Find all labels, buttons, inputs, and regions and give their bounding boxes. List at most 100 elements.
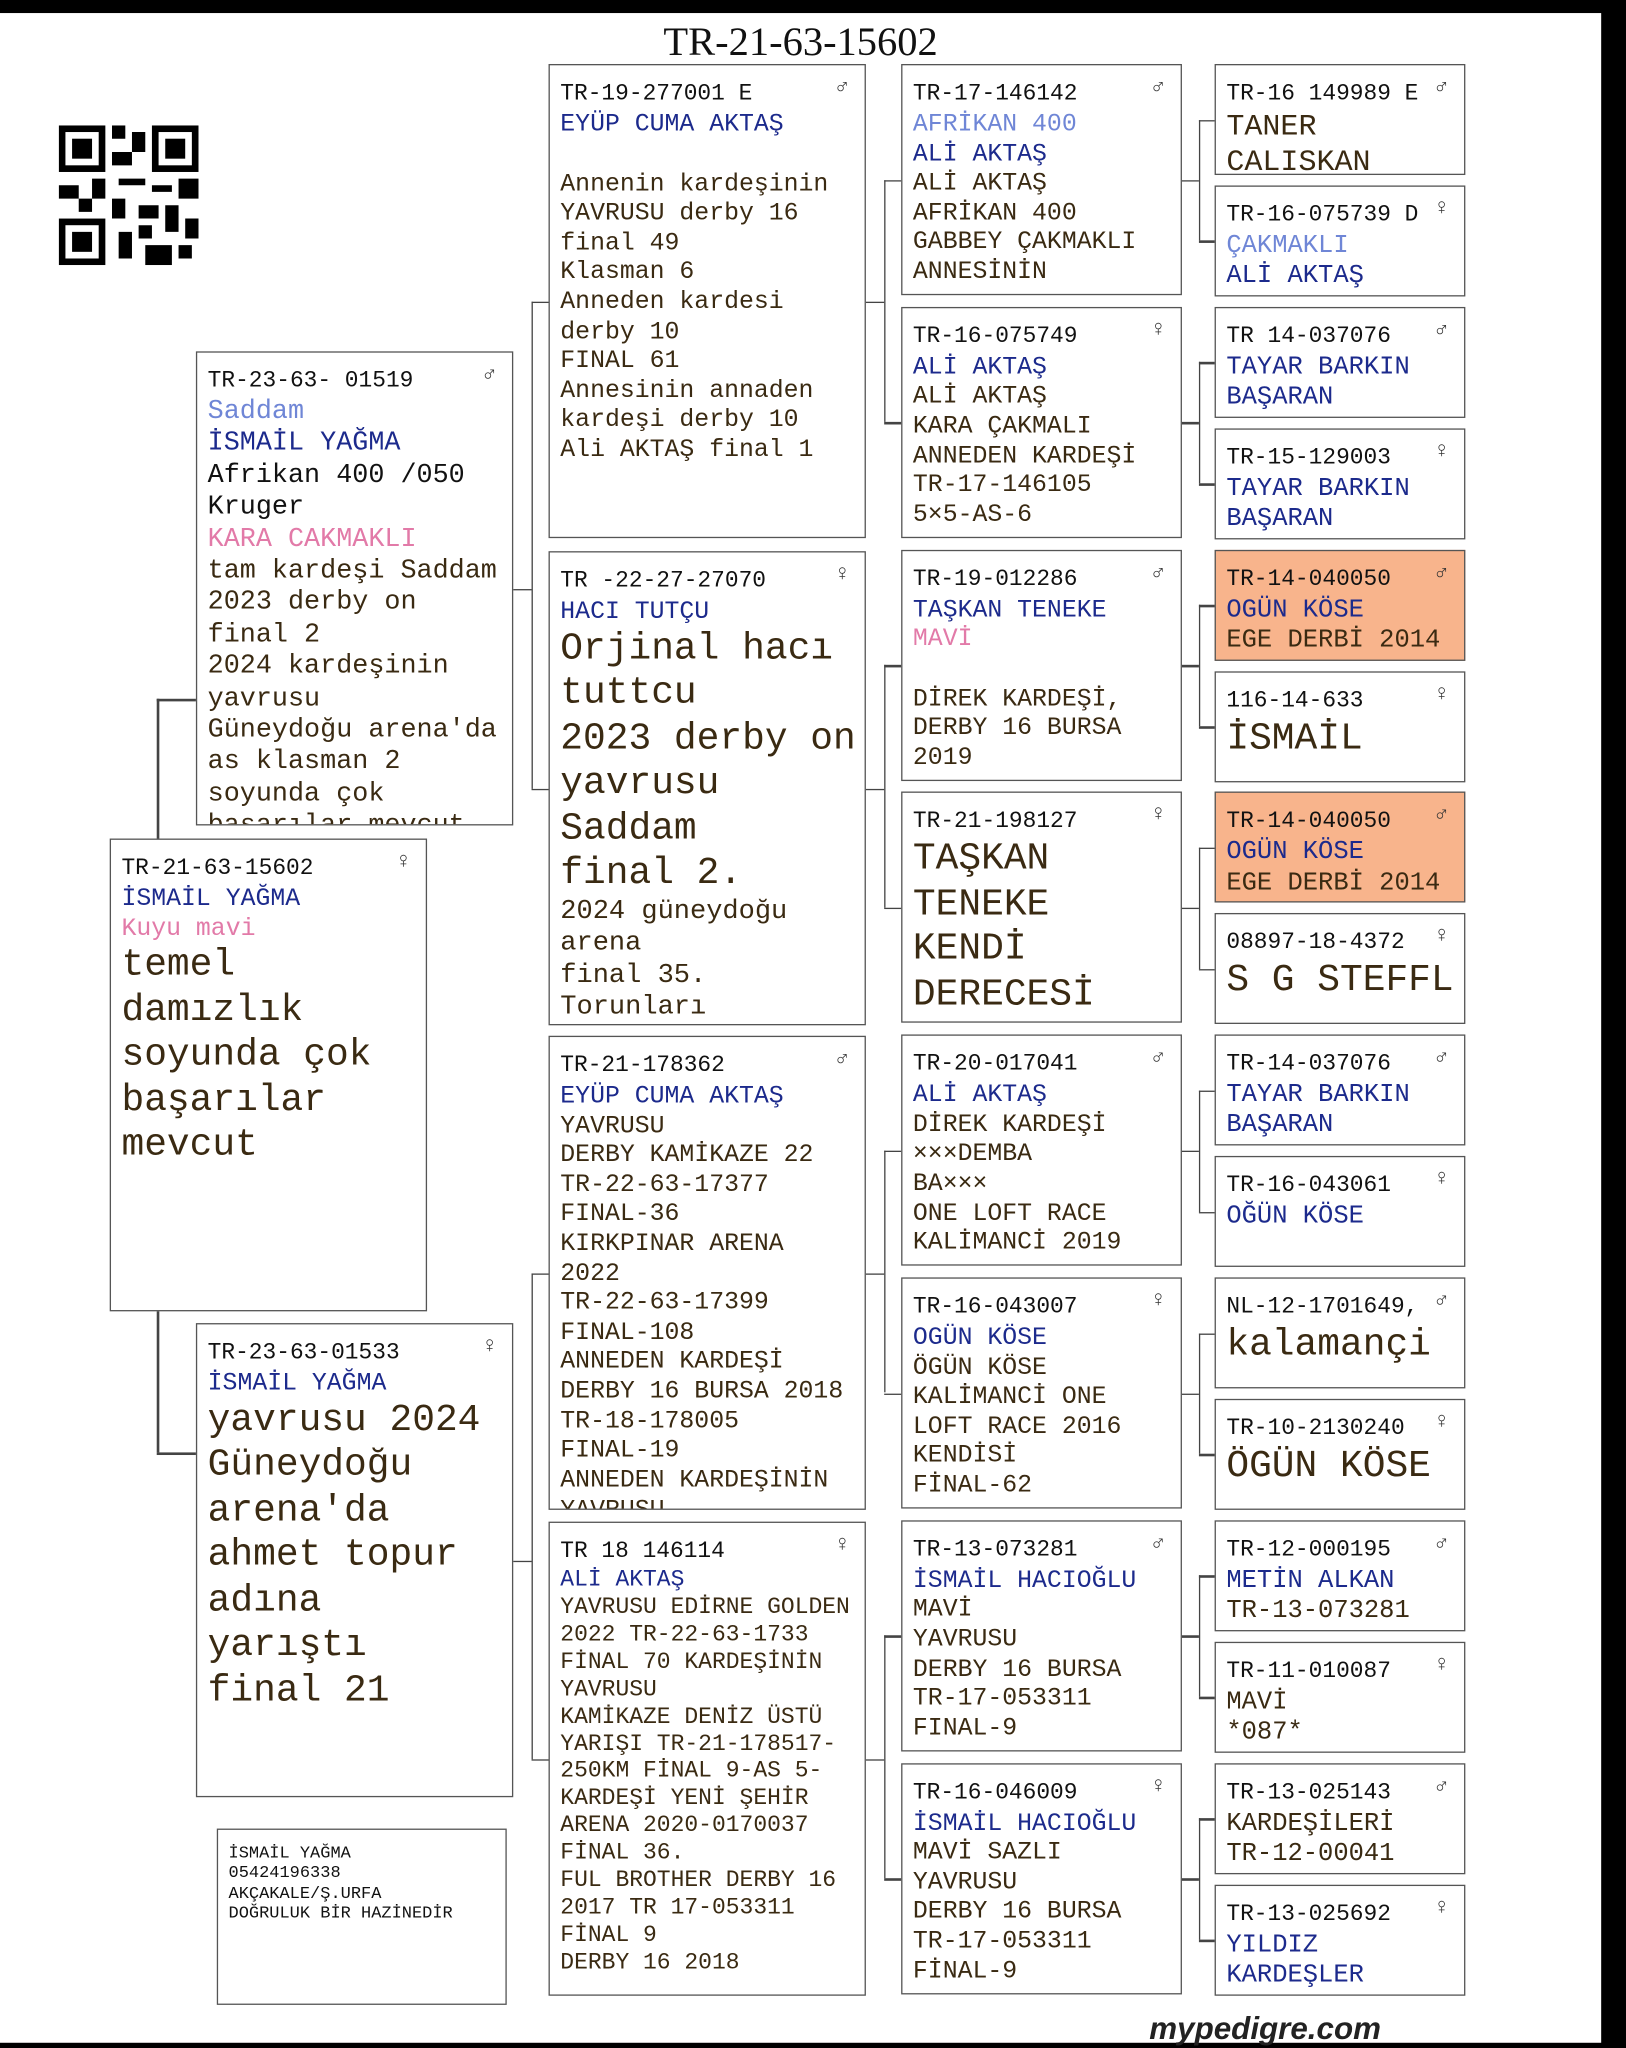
connector-line bbox=[883, 1150, 886, 1393]
pedigree-note: arena'da bbox=[207, 1488, 390, 1532]
pedigree-note: FİNAL 36. bbox=[560, 1840, 685, 1867]
sex-symbol: ♀ bbox=[1151, 803, 1165, 829]
pedigree-card: TR 18 146114 ♀ ALİ AKTAŞ YAVRUSU EDİRNE GOL… bbox=[548, 1521, 866, 1996]
owner-info: İSMAİL YAĞMA 05424196338 AKÇAKALE/Ş.URFA DO… bbox=[216, 1828, 507, 2005]
pedigree-card: TR-19-277001 E ♂ EYÜP CUMA AKTAŞ Annenin ka… bbox=[548, 63, 866, 539]
pedigree-card: TR-14-040050 ♂ OGÜN KÖSE EGE DERBİ 2014 bbox=[1214, 549, 1466, 661]
pedigree-note: OĞÜN KÖSE bbox=[1226, 1201, 1364, 1231]
pedigree-note: final 49 bbox=[560, 228, 680, 258]
ring-number: TR-11-010087 bbox=[1226, 1658, 1391, 1685]
pedigree-note: EYÜP CUMA AKTAŞ bbox=[560, 1081, 784, 1111]
sex-symbol: ♀ bbox=[1435, 1410, 1449, 1436]
connector-line bbox=[865, 301, 884, 304]
sex-symbol: ♂ bbox=[482, 363, 497, 388]
sex-symbol: ♀ bbox=[1151, 1289, 1165, 1314]
pedigree-note: GABBEY ÇAKMAKLI bbox=[912, 227, 1137, 257]
sex-symbol: ♀ bbox=[1151, 318, 1165, 344]
connector-line bbox=[1198, 1454, 1215, 1457]
pedigree-note: İSMAİL YAĞMA bbox=[121, 884, 301, 913]
ring-number: TR-19-277001 E bbox=[560, 80, 753, 108]
pedigree-note: YAVRUSU EDİRNE GOLDEN bbox=[560, 1594, 850, 1621]
pedigree-note: OGÜN KÖSE bbox=[1226, 595, 1364, 624]
connector-line bbox=[1198, 1696, 1215, 1699]
pedigree-note: final 35. bbox=[560, 961, 707, 992]
pedigree-note: HACI TUTÇU bbox=[560, 596, 710, 626]
pedigree-card: 08897-18-4372 ♀ S G STEFFL bbox=[1214, 913, 1466, 1025]
pedigree-note: KALİMANCİ ONE bbox=[912, 1382, 1107, 1411]
pedigree-note: yavrusu 2024 bbox=[207, 1398, 481, 1442]
ring-number: 116-14-633 bbox=[1226, 687, 1364, 714]
pedigree-note: Güneydoğu arena'da bbox=[207, 715, 497, 746]
pedigree-note: BAŞARAN bbox=[1226, 504, 1334, 533]
pedigree-note: TAYAR BARKIN bbox=[1226, 473, 1410, 503]
pedigree-note: KARA ÇAKMALI bbox=[912, 411, 1092, 441]
pedigree-note: Orjinal hacı bbox=[560, 626, 834, 670]
connector-line bbox=[156, 1311, 159, 1453]
pedigree-note: Annesinin annaden bbox=[560, 375, 814, 405]
pedigree-note: TAŞKAN bbox=[912, 837, 1050, 881]
site-watermark: mypedigre.com bbox=[1149, 2011, 1381, 2047]
sex-symbol: ♀ bbox=[1435, 439, 1449, 465]
pedigree-card: TR-13-073281 ♂ İSMAİL HACIOĞLU MAVİ YAVRUSU D… bbox=[901, 1520, 1182, 1752]
sex-symbol: ♀ bbox=[1151, 1774, 1165, 1800]
owner-line: AKÇAKALE/Ş.URFA bbox=[228, 1883, 382, 1903]
pedigree-note: soyunda çok bbox=[207, 779, 385, 810]
pedigree-note: yarıştı bbox=[207, 1623, 367, 1667]
pedigree-card: NL-12-1701649, ♂ kalamançi bbox=[1214, 1277, 1466, 1389]
pedigree-note: YAVRUSU bbox=[560, 1676, 657, 1703]
pedigree-card: TR-13-025143 ♂ KARDEŞİLERİ TR-12-00041 bbox=[1214, 1762, 1466, 1874]
ring-number: TR-16-043007 bbox=[912, 1294, 1078, 1321]
pedigree-note: YAVRUSU bbox=[560, 1110, 665, 1140]
pedigree-note: İSMAİL HACIOĞLU bbox=[912, 1808, 1137, 1838]
pedigree-note: ÖGÜN KÖSE bbox=[912, 1352, 1047, 1382]
pedigree-note: FİNAL 70 KARDEŞİNİN bbox=[560, 1649, 823, 1676]
owner-line: 05424196338 bbox=[228, 1863, 341, 1883]
pedigree-note: TR-18-178005 bbox=[560, 1406, 739, 1436]
pedigree-card: TR-15-129003 ♀ TAYAR BARKIN BAŞARAN bbox=[1214, 427, 1466, 540]
pedigree-note: FUL BROTHER DERBY 16 bbox=[560, 1867, 837, 1895]
pedigree-note: başarılar mevcut bbox=[208, 811, 512, 824]
pedigree-note: TR-22-63-17377 bbox=[560, 1170, 769, 1199]
pedigree-note: S G STEFFL bbox=[1226, 959, 1454, 1003]
pedigree-note: başarılar bbox=[121, 1078, 327, 1122]
connector-line bbox=[1198, 240, 1215, 243]
bottom-border bbox=[0, 2042, 1626, 2048]
ring-number: TR-13-025692 bbox=[1226, 1901, 1391, 1928]
ring-number: NL-12-1701649, bbox=[1226, 1294, 1419, 1321]
connector-line bbox=[865, 1758, 884, 1761]
pedigree-note: FİNAL 9 bbox=[560, 1922, 657, 1949]
connector-line bbox=[156, 698, 196, 701]
connector-line bbox=[530, 1272, 549, 1275]
pedigree-note: İSMAİL YAĞMA bbox=[207, 428, 401, 459]
ring-number: TR-16-046009 bbox=[912, 1779, 1078, 1806]
ring-number: TR-13-025143 bbox=[1226, 1779, 1391, 1806]
pedigree-card: TR-16-043007 ♀ OGÜN KÖSE ÖGÜN KÖSE KALİMANCİ… bbox=[901, 1277, 1182, 1509]
pedigree-note: yavrusu bbox=[207, 683, 321, 714]
pedigree-note: YAVRUSU derby 16 bbox=[560, 198, 799, 228]
connector-line bbox=[1181, 179, 1199, 182]
pedigree-note: 2022 bbox=[560, 1258, 620, 1288]
pedigree-note: MAVİ SAZLI bbox=[912, 1837, 1062, 1867]
pedigree-card: TR-12-000195 ♂ METİN ALKAN TR-13-073281 bbox=[1214, 1520, 1466, 1632]
pedigree-card: TR -22-27-27070 ♀ HACI TUTÇU Orjinal hacı tu… bbox=[548, 551, 866, 1026]
connector-line bbox=[1198, 362, 1215, 365]
owner-line: İSMAİL YAĞMA bbox=[228, 1842, 351, 1863]
sex-symbol: ♀ bbox=[1435, 925, 1449, 950]
connector-line bbox=[1198, 726, 1215, 729]
pedigree-card: TR-21-198127 ♀ TAŞKAN TENEKE KENDİ DERECESİ bbox=[901, 792, 1182, 1024]
connector-line bbox=[1198, 847, 1215, 850]
pedigree-note: BA××× bbox=[912, 1168, 988, 1198]
pedigree-note: KALİMANCİ 2019 bbox=[912, 1228, 1122, 1257]
pedigree-note: FİNAL-9 bbox=[912, 1956, 1018, 1985]
sex-symbol: ♂ bbox=[1435, 318, 1449, 344]
pedigree-note: KENDİSİ bbox=[912, 1441, 1018, 1470]
ring-number: TR-10-2130240 bbox=[1226, 1415, 1405, 1442]
connector-line bbox=[530, 301, 549, 304]
connector-line bbox=[883, 1635, 902, 1638]
pedigree-note: MAVİ bbox=[912, 624, 973, 654]
pedigree-note: METİN ALKAN bbox=[1226, 1565, 1395, 1595]
connector-line bbox=[883, 179, 902, 182]
sex-symbol: ♂ bbox=[835, 75, 849, 101]
pedigree-note: as klasman 2 bbox=[207, 747, 401, 778]
pedigree-card: TR-16-043061 ♀ OĞÜN KÖSE bbox=[1214, 1156, 1466, 1268]
